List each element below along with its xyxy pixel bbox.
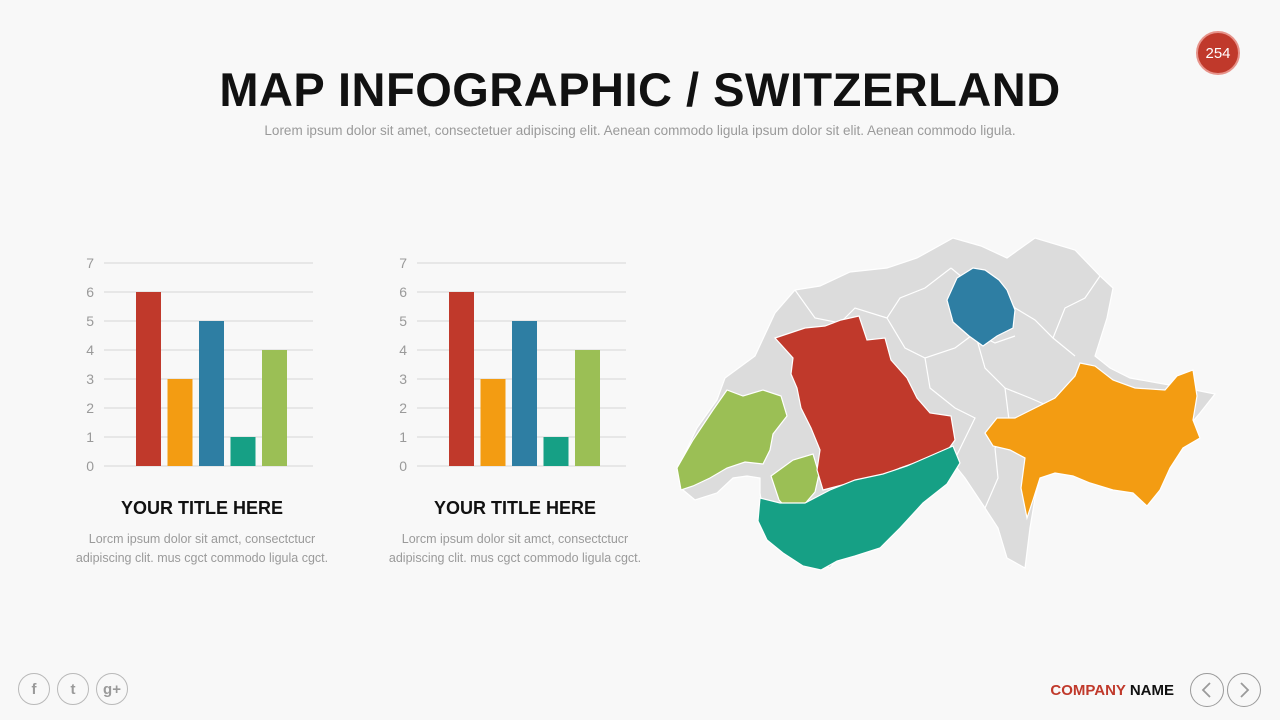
bar bbox=[543, 437, 569, 466]
y-tick-label: 3 bbox=[86, 371, 94, 387]
map-region-valais bbox=[757, 445, 961, 571]
y-tick-label: 5 bbox=[399, 313, 407, 329]
chevron-right-icon bbox=[1240, 682, 1250, 698]
map-region-graubunden bbox=[984, 362, 1201, 521]
company-name-part2: NAME bbox=[1129, 682, 1174, 699]
y-tick-label: 2 bbox=[86, 400, 94, 416]
company-name-part1: COMPANY bbox=[1050, 682, 1126, 699]
bar-chart-block-1: 0 1 2 3 4 5 6 7 YOUR TITLE HERE Lorcm ipsum dol… bbox=[42, 250, 362, 580]
bar-chart-2: 0 1 2 3 4 5 6 7 bbox=[399, 255, 626, 474]
bar bbox=[230, 437, 256, 466]
y-tick-label: 4 bbox=[399, 342, 407, 358]
y-tick-label: 7 bbox=[399, 255, 407, 271]
y-tick-label: 4 bbox=[86, 342, 94, 358]
chart-caption-1-line-1: Lorcm ipsum dolor sit amct, consectctucr bbox=[88, 532, 316, 546]
page-title: MAP INFOGRAPHIC / SWITZERLAND bbox=[219, 63, 1061, 116]
y-tick-label: 3 bbox=[399, 371, 407, 387]
bar bbox=[262, 350, 287, 466]
bar bbox=[575, 350, 600, 466]
page-subtitle: Lorem ipsum dolor sit amet, consectetuer… bbox=[264, 123, 1016, 138]
map-region-zurich bbox=[946, 267, 1016, 347]
bar bbox=[480, 379, 506, 466]
chart-title-1: YOUR TITLE HERE bbox=[120, 498, 283, 518]
bar-chart-1: 0 1 2 3 4 5 6 7 bbox=[86, 255, 313, 474]
y-tick-label: 0 bbox=[399, 458, 407, 474]
chart-caption-1: Lorcm ipsum dolor sit amct, consectctucr… bbox=[42, 530, 362, 568]
previous-slide-button[interactable] bbox=[1190, 673, 1224, 707]
bar bbox=[449, 292, 474, 466]
facebook-icon[interactable]: f bbox=[18, 673, 50, 705]
chevron-left-icon bbox=[1201, 682, 1211, 698]
company-name: COMPANY NAME bbox=[1050, 682, 1174, 699]
twitter-icon[interactable]: t bbox=[57, 673, 89, 705]
bar bbox=[512, 321, 537, 466]
y-tick-label: 6 bbox=[86, 284, 94, 300]
chart-caption-2-line-1: Lorcm ipsum dolor sit amct, consectctucr bbox=[401, 532, 629, 546]
bar bbox=[167, 379, 193, 466]
bar bbox=[199, 321, 224, 466]
next-slide-button[interactable] bbox=[1227, 673, 1261, 707]
y-tick-label: 1 bbox=[86, 429, 94, 445]
chart-title-2: YOUR TITLE HERE bbox=[433, 498, 596, 518]
y-tick-label: 2 bbox=[399, 400, 407, 416]
y-tick-label: 5 bbox=[86, 313, 94, 329]
map-region-vaud bbox=[676, 389, 788, 491]
bar bbox=[136, 292, 161, 466]
bar-chart-block-2: 0 1 2 3 4 5 6 7 YOUR TITLE HERE Lorcm ipsum dol… bbox=[355, 250, 675, 580]
switzerland-map bbox=[676, 237, 1217, 571]
y-tick-label: 6 bbox=[399, 284, 407, 300]
chart-caption-1-line-2: adipiscing clit. mus cgct commodo ligula… bbox=[75, 551, 329, 565]
page-number-badge: 254 bbox=[1196, 31, 1240, 75]
google-plus-icon[interactable]: g+ bbox=[96, 673, 128, 705]
y-tick-label: 0 bbox=[86, 458, 94, 474]
y-tick-label: 1 bbox=[399, 429, 407, 445]
y-tick-label: 7 bbox=[86, 255, 94, 271]
chart-caption-2-line-2: adipiscing clit. mus cgct commodo ligula… bbox=[388, 551, 642, 565]
chart-caption-2: Lorcm ipsum dolor sit amct, consectctucr… bbox=[355, 530, 675, 568]
